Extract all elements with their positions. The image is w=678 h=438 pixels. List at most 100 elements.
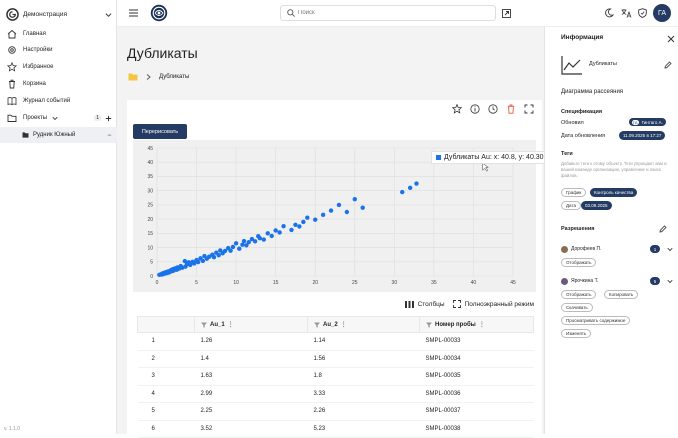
row-index: 4	[137, 385, 195, 403]
filter-icon[interactable]	[201, 322, 207, 328]
info-icon[interactable]	[470, 104, 480, 114]
tag-value[interactable]: 03.09.2025	[581, 201, 612, 210]
table-row[interactable]: 2 1.4 1.56 SMPL-00034	[137, 350, 534, 368]
sidebar-item-project[interactable]: Рудник Южный ···	[0, 127, 117, 143]
folder-icon	[7, 114, 17, 122]
permission-user-row[interactable]: Дорофеев П. 1	[561, 245, 673, 253]
table-row[interactable]: 5 2.25 2.26 SMPL-00037	[137, 402, 534, 421]
sidebar-item-trash[interactable]: Корзина	[0, 76, 117, 92]
row-index: 1	[137, 332, 195, 351]
x-tick-label: 25	[352, 280, 358, 286]
updated-at-value: 11.09.2025 в 17:27	[619, 131, 666, 140]
theme-moon-icon[interactable]	[604, 8, 614, 18]
sidebar-item-settings[interactable]: Настройки	[0, 42, 117, 58]
data-point	[297, 224, 302, 229]
sidebar-item-home[interactable]: Главная	[0, 26, 117, 42]
tag-key[interactable]: Дата	[561, 201, 581, 210]
row-index: 2	[137, 350, 195, 368]
cell-sample: SMPL-00037	[419, 402, 534, 421]
x-tick-label: 35	[431, 280, 437, 286]
sidebar-item-label: Избранное	[23, 64, 54, 70]
tag-key[interactable]: График	[561, 188, 587, 197]
favorite-star-icon[interactable]	[452, 104, 462, 114]
data-point	[344, 209, 350, 215]
history-clock-icon[interactable]	[488, 104, 498, 114]
more-icon[interactable]: ···	[107, 131, 112, 139]
open-external-icon[interactable]	[502, 9, 511, 18]
chevron-down-icon[interactable]	[667, 278, 673, 284]
cell-sample: SMPL-00035	[419, 367, 534, 386]
cell-au2: 2.26	[307, 402, 420, 421]
table-row[interactable]: 4 2.99 3.33 SMPL-00036	[137, 385, 534, 403]
permission-chip[interactable]: Просматривать содержимое	[561, 316, 631, 325]
columns-button[interactable]: Столбцы	[417, 300, 445, 308]
sidebar-item-projects[interactable]: Проекты 1	[0, 110, 117, 126]
column-menu-icon[interactable]: ⋮	[478, 322, 485, 328]
menu-icon[interactable]	[129, 9, 138, 17]
column-label: Au_2	[323, 321, 338, 328]
delete-trash-icon[interactable]	[506, 104, 516, 114]
data-point	[207, 254, 212, 259]
user-avatar[interactable]: ГА	[653, 4, 671, 22]
edit-pencil-icon[interactable]	[659, 225, 667, 233]
fullscreen-icon[interactable]	[452, 300, 461, 308]
fullscreen-button[interactable]: Полноэкранный режим	[464, 300, 534, 308]
permission-user-row[interactable]: Ярочкина Т. 5	[561, 277, 673, 285]
data-point	[228, 248, 233, 253]
table-toolbar: Столбцы Полноэкранный режим	[404, 300, 534, 308]
data-point	[211, 255, 217, 260]
y-tick-label: 25	[147, 203, 153, 209]
updated-by-initials: ГА	[632, 119, 639, 125]
add-project-icon[interactable]	[105, 115, 112, 122]
search-input[interactable]	[298, 10, 478, 16]
folder-icon[interactable]	[128, 73, 138, 81]
y-tick-label: 10	[147, 245, 153, 251]
table-row[interactable]: 6 3.52 5.23 SMPL-00038	[137, 420, 534, 438]
data-point	[336, 202, 342, 208]
cell-au2: 1.56	[307, 350, 420, 368]
app-logo[interactable]	[150, 4, 168, 22]
workspace-switcher[interactable]: Демонстрация	[6, 6, 112, 22]
redraw-button[interactable]: Перерисовать	[133, 124, 187, 139]
scatter-chart[interactable]: 0 5 10 15 20 25 30 35 40 45 0 5 10 15 20 25 30 35 40 45 Дуб…	[133, 140, 549, 292]
line-chart-icon	[561, 56, 582, 75]
permission-chip[interactable]: Изменять	[561, 329, 592, 338]
shield-icon[interactable]	[638, 8, 647, 18]
table-header-sample[interactable]: Номер пробы ⋮	[419, 316, 534, 333]
sidebar-item-favorites[interactable]: Избранное	[0, 59, 117, 75]
filter-icon[interactable]	[426, 322, 432, 328]
chevron-down-icon[interactable]	[52, 115, 58, 121]
data-point	[277, 230, 282, 235]
chart-tooltip: Дубликаты Au: x: 40.8, y: 40.30	[431, 151, 549, 164]
permission-chip[interactable]: Отображать	[561, 290, 597, 299]
table-header-au2[interactable]: Au_2 ⋮	[307, 316, 420, 333]
fullscreen-icon[interactable]	[524, 104, 534, 114]
permission-chip[interactable]: Скачивать	[561, 303, 593, 312]
permission-chip[interactable]: Отображать	[561, 258, 597, 267]
table-header-au1[interactable]: Au_1 ⋮	[194, 316, 308, 333]
sidebar-item-event-log[interactable]: Журнал событий	[0, 93, 117, 109]
language-icon[interactable]	[621, 8, 632, 18]
close-icon[interactable]	[667, 35, 675, 43]
cell-au2: 3.33	[307, 385, 420, 403]
table-row[interactable]: 3 1.63 1.8 SMPL-00035	[137, 367, 534, 386]
chevron-down-icon[interactable]	[667, 246, 673, 252]
chevron-right-icon	[146, 74, 151, 80]
table-row[interactable]: 1 1.26 1.14 SMPL-00033	[137, 332, 534, 351]
data-point	[249, 236, 255, 242]
user-avatar	[561, 277, 568, 285]
permission-chip[interactable]: Копировать	[604, 290, 639, 299]
search-field[interactable]	[280, 5, 496, 21]
column-menu-icon[interactable]: ⋮	[227, 322, 234, 328]
cursor-pointer-icon	[482, 162, 490, 172]
scatter-plot-svg[interactable]: 0 5 10 15 20 25 30 35 40 45 0 5 10 15 20 25 30 35 40 45	[133, 140, 536, 292]
x-tick-label: 0	[156, 280, 159, 286]
column-menu-icon[interactable]: ⋮	[340, 322, 347, 328]
tag-value[interactable]: Контроль качества	[590, 188, 638, 197]
columns-icon[interactable]	[404, 300, 414, 308]
filter-icon[interactable]	[314, 322, 320, 328]
edit-pencil-icon[interactable]	[664, 61, 672, 69]
data-point	[305, 215, 310, 220]
cell-au1: 1.4	[194, 350, 308, 368]
y-tick-label: 15	[147, 231, 153, 237]
